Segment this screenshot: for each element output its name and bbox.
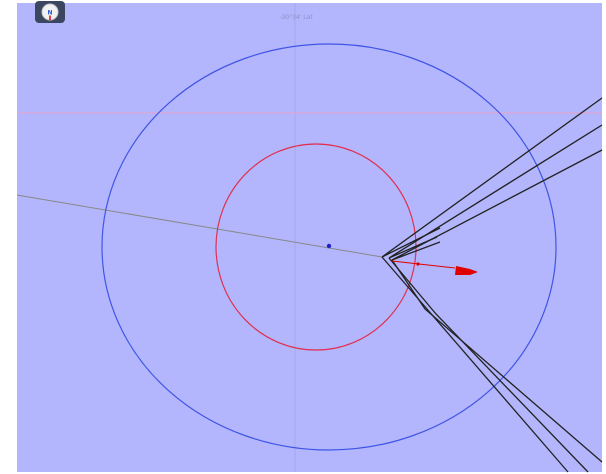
course-lines xyxy=(381,97,603,473)
boat-icon[interactable] xyxy=(455,266,478,275)
course-line xyxy=(388,257,589,473)
boat-track-dot xyxy=(416,262,420,266)
compass-north-label: N xyxy=(47,10,52,17)
anchor-dot-icon[interactable] xyxy=(326,243,332,249)
course-line xyxy=(381,256,569,473)
course-line xyxy=(391,259,603,463)
latitude-label: -30°34' Lat xyxy=(279,14,313,21)
compass-button[interactable]: N xyxy=(35,1,65,23)
boat-heading-line xyxy=(391,260,456,269)
heading-line xyxy=(16,194,383,258)
water-area[interactable] xyxy=(17,3,602,472)
outer-alarm-ring[interactable] xyxy=(101,43,557,451)
